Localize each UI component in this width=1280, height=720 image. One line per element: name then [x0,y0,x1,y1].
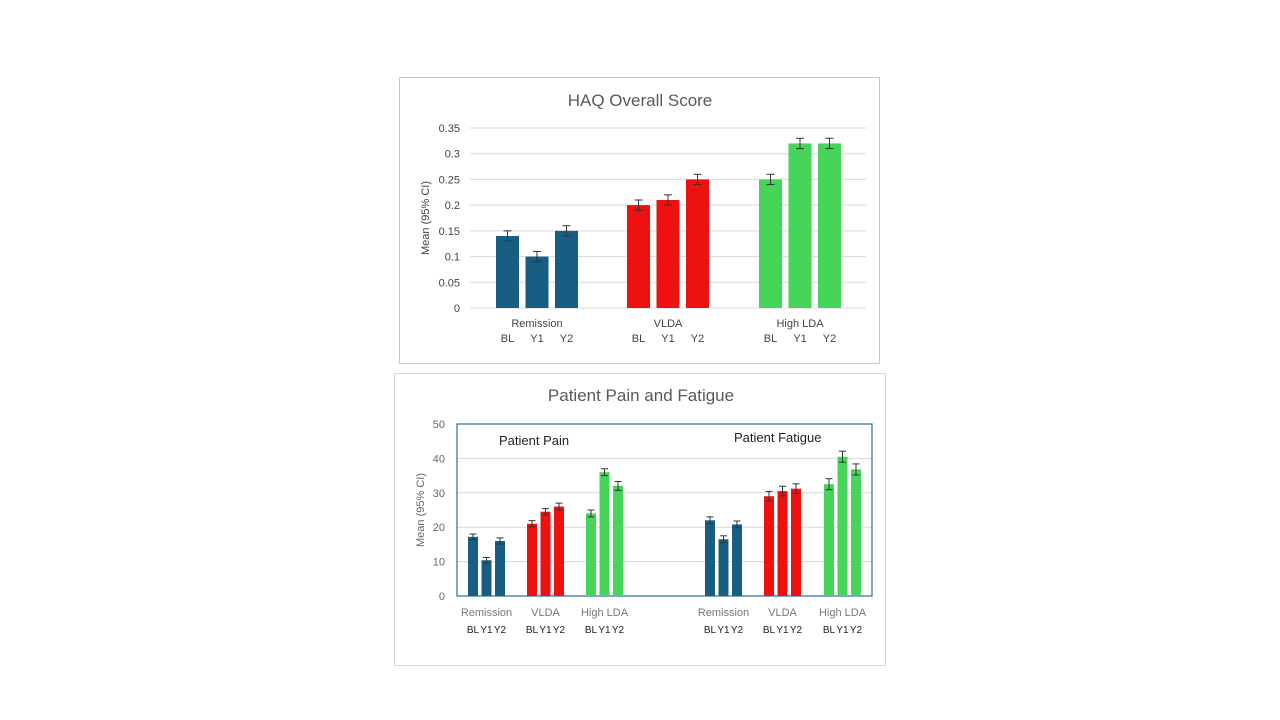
x-tick-label: Y2 [731,625,744,636]
x-tick-label: Y1 [717,625,730,636]
bar [656,200,680,308]
x-tick-label: Y2 [790,625,803,636]
x-tick-label: BL [467,625,480,636]
x-tick-label: Y1 [539,625,552,636]
haq-chart-panel: HAQ Overall Score 0 0.05 0.1 0.15 0.2 0.25 0.3 0… [399,77,880,364]
x-tick-label: Y1 [776,625,789,636]
chart-title: Patient Pain and Fatigue [548,386,734,405]
bar [791,488,801,596]
bar [495,540,505,596]
x-tick-label: Y1 [598,625,611,636]
bar [525,256,549,308]
x-tick-label: Y2 [494,625,507,636]
panel-label: Patient Fatigue [734,430,821,445]
x-tick-label: BL [526,625,539,636]
group-label: High LDA [819,607,867,619]
x-tick-label: Y2 [553,625,566,636]
x-tick-label: Y1 [530,333,543,345]
bar [540,511,551,596]
bar [764,496,774,596]
y-tick-label: 0 [439,591,445,603]
x-tick-label: BL [632,333,645,345]
bar [705,520,715,596]
group-label: Remission [461,607,512,619]
bar [788,143,812,308]
group-label: High LDA [581,607,629,619]
group-label: VLDA [531,607,560,619]
y-tick-label: 0.2 [445,200,460,212]
x-tick-label: Y2 [612,625,625,636]
haq-chart: HAQ Overall Score 0 0.05 0.1 0.15 0.2 0.25 0.3 0… [420,91,866,345]
y-tick-label: 50 [433,419,445,431]
x-tick-label: BL [585,625,598,636]
y-tick-label: 0 [454,303,460,315]
x-tick-label: BL [704,625,717,636]
x-tick-label: Y2 [823,333,836,345]
group-label: VLDA [654,318,683,330]
x-tick-label: Y2 [560,333,573,345]
x-tick-label: BL [823,625,836,636]
bar [599,472,610,596]
pain-fatigue-chart-panel: Patient Pain and Fatigue 0 10 20 30 40 50 Mean … [394,373,886,666]
x-tick-label: Y2 [691,333,704,345]
bar [759,179,782,308]
bar [732,524,742,596]
bar [555,230,578,308]
group-label: VLDA [768,607,797,619]
bar [837,456,848,596]
bar [627,205,650,308]
y-tick-label: 10 [433,557,445,569]
bar [468,536,478,596]
y-axis-label: Mean (95% CI) [420,181,432,255]
x-tick-label: BL [763,625,776,636]
bar [496,236,519,308]
panel-label: Patient Pain [499,433,569,448]
y-tick-label: 40 [433,453,445,465]
group-label: Remission [511,318,562,330]
y-tick-label: 0.3 [445,149,460,161]
y-axis-label: Mean (95% CI) [415,473,427,547]
bar [824,484,834,596]
bar [554,506,564,596]
y-tick-label: 20 [433,522,445,534]
x-tick-label: BL [764,333,777,345]
y-tick-label: 30 [433,488,445,500]
x-tick-label: Y1 [480,625,493,636]
group-label: High LDA [776,318,824,330]
y-tick-label: 0.1 [445,252,460,264]
y-tick-label: 0.35 [439,123,460,135]
bar [686,179,709,308]
bar [818,143,841,308]
x-tick-label: BL [501,333,514,345]
x-tick-label: Y1 [836,625,849,636]
chart-title: HAQ Overall Score [568,91,713,110]
bar [718,539,729,596]
bar [586,513,596,596]
bar [851,469,861,596]
bar [527,523,537,596]
y-tick-label: 0.05 [439,277,460,289]
pain-fatigue-chart: Patient Pain and Fatigue 0 10 20 30 40 50 Mean … [415,386,873,636]
x-tick-label: Y1 [661,333,674,345]
bar [613,485,623,596]
y-tick-label: 0.15 [439,226,460,238]
group-label: Remission [698,607,749,619]
bar [481,560,492,596]
bar [777,491,788,596]
x-tick-label: Y2 [850,625,863,636]
plot-area-border [456,423,873,597]
x-tick-label: Y1 [793,333,806,345]
y-tick-label: 0.25 [439,174,460,186]
